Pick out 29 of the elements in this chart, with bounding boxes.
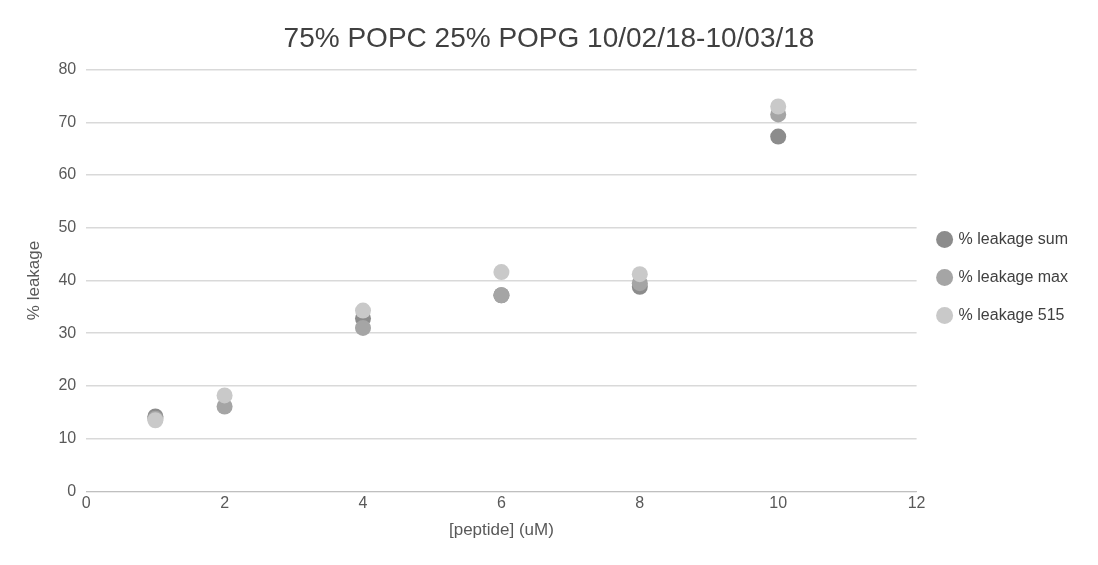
y-tick-label: 40 (58, 270, 77, 288)
point (216, 387, 233, 404)
x-tick-label: 4 (358, 494, 368, 512)
x-axis-title: [peptide] (uM) (448, 520, 554, 540)
legend-label: % leakage sum (958, 229, 1068, 247)
chart-title: 75% POPC 25% POPG 10/02/18-10/03/18 (283, 21, 815, 53)
x-tick-label: 10 (769, 494, 788, 512)
point (631, 266, 648, 283)
x-tick-label: 8 (635, 494, 645, 512)
point (493, 264, 510, 281)
y-tick-label: 10 (58, 429, 77, 447)
legend-label: % leakage 515 (958, 305, 1065, 323)
x-tick-label: 6 (496, 494, 506, 512)
legend-label: % leakage max (958, 267, 1068, 285)
x-tick-label: 12 (907, 494, 926, 512)
y-tick-label: 20 (58, 376, 77, 394)
point (355, 319, 371, 336)
x-tick-label: 0 (81, 494, 91, 512)
point (770, 98, 787, 115)
y-tick-label: 60 (58, 165, 77, 183)
y-tick-label: 30 (58, 323, 77, 341)
y-tick-label: 80 (58, 60, 77, 78)
y-tick-label: 70 (58, 112, 77, 130)
y-tick-label: 50 (58, 218, 77, 236)
point (355, 302, 371, 319)
point (770, 128, 787, 145)
x-tick-label: 2 (220, 494, 230, 512)
y-axis-title: % leakage (23, 240, 43, 321)
y-tick-label: 0 (67, 481, 77, 499)
